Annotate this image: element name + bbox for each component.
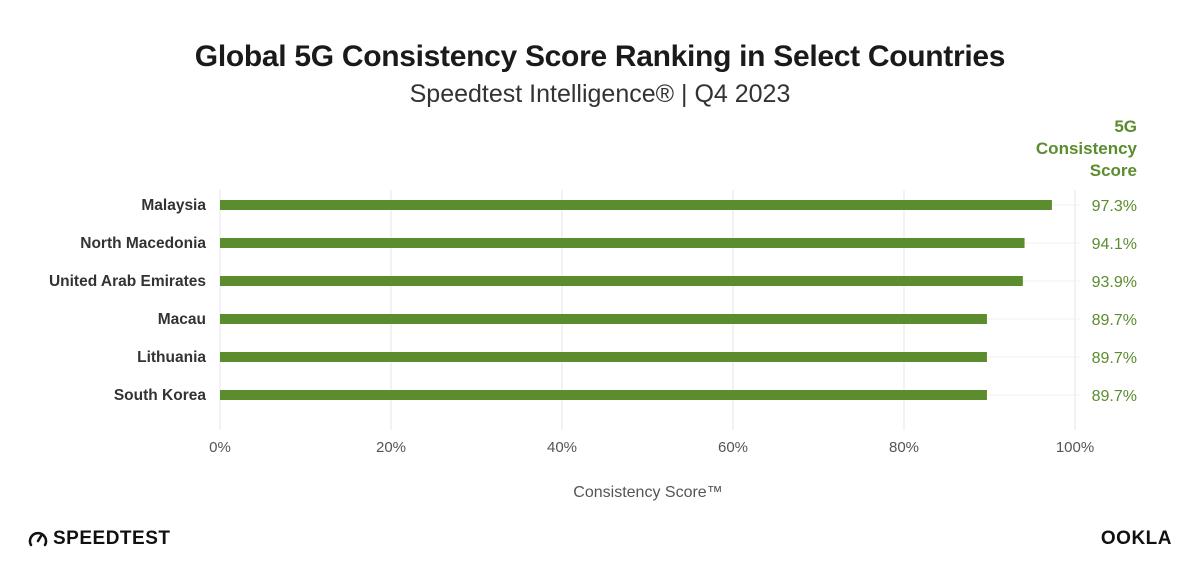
category-label: Macau xyxy=(158,311,206,328)
chart-subtitle: Speedtest Intelligence® | Q4 2023 xyxy=(409,80,791,108)
speedometer-icon xyxy=(28,531,48,547)
x-tick-labels: 0% 20% 40% 60% 80% 100% xyxy=(209,439,1094,456)
speedtest-wordmark: SPEEDTEST xyxy=(53,528,171,549)
category-label: Lithuania xyxy=(137,349,206,366)
value-label: 89.7% xyxy=(1092,350,1137,367)
chart-title: Global 5G Consistency Score Ranking in S… xyxy=(194,40,1006,73)
x-tick-label: 100% xyxy=(1056,439,1094,456)
category-label: Malaysia xyxy=(141,197,206,214)
x-tick-label: 80% xyxy=(889,439,919,456)
value-label: 89.7% xyxy=(1092,388,1137,405)
bars xyxy=(220,200,1052,400)
bar xyxy=(220,238,1025,248)
category-label: North Macedonia xyxy=(80,235,206,252)
bar xyxy=(220,390,987,400)
value-labels: 97.3% 94.1% 93.9% 89.7% 89.7% 89.7% xyxy=(1092,198,1137,405)
bar xyxy=(220,200,1052,210)
bar xyxy=(220,352,987,362)
x-tick-label: 20% xyxy=(376,439,406,456)
value-column-header: 5G Consistency Score xyxy=(1035,117,1137,180)
speedtest-logo: SPEEDTEST xyxy=(28,528,170,550)
category-label: United Arab Emirates xyxy=(49,273,206,290)
bar xyxy=(220,314,987,324)
ookla-logo: OOKLA xyxy=(1100,528,1172,549)
category-labels: Malaysia North Macedonia United Arab Emira… xyxy=(49,197,206,404)
value-label: 93.9% xyxy=(1092,274,1137,291)
x-tick-label: 0% xyxy=(209,439,231,456)
value-label: 89.7% xyxy=(1092,312,1137,329)
x-tick-label: 40% xyxy=(547,439,577,456)
value-label: 97.3% xyxy=(1092,198,1137,215)
value-label: 94.1% xyxy=(1092,236,1137,253)
x-axis-label: Consistency Score™ xyxy=(573,484,722,501)
bar xyxy=(220,276,1023,286)
x-tick-label: 60% xyxy=(718,439,748,456)
category-label: South Korea xyxy=(114,387,207,404)
